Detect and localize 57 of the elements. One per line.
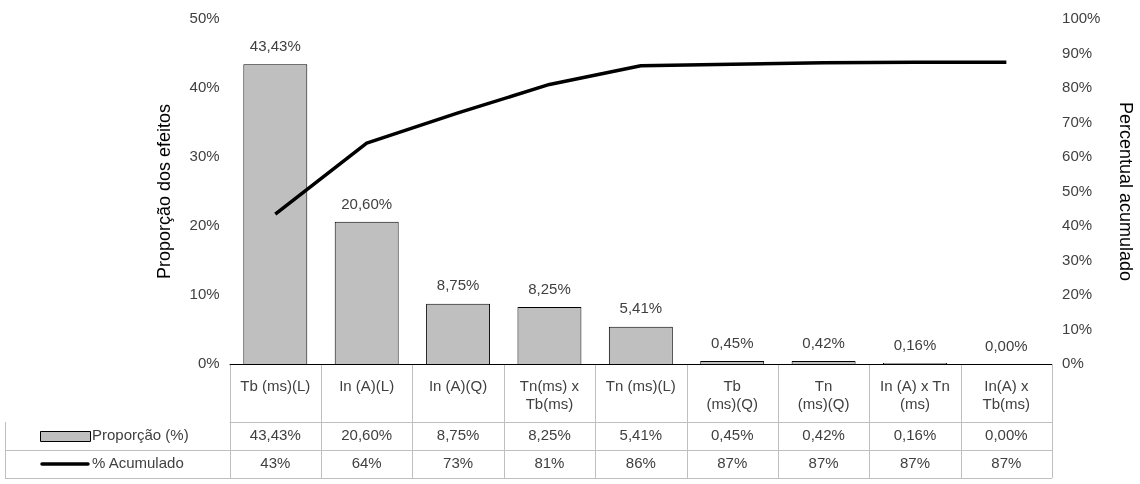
data-label: 5,41% xyxy=(619,426,663,444)
y2-tick-label: 20% xyxy=(1062,285,1093,303)
y-tick-label: 20% xyxy=(189,216,220,234)
x-tick-label: Tb (ms)(Q) xyxy=(706,377,759,413)
y2-tick-label: 40% xyxy=(1062,216,1093,234)
data-label: 0,00% xyxy=(985,426,1028,444)
y-tick-label: 40% xyxy=(189,78,220,96)
text: 0,16% xyxy=(893,335,937,353)
legend-label: Proporção (%) xyxy=(92,426,189,444)
x-tick-label: In(A) x Tb(ms) xyxy=(982,377,1031,413)
text: 43,43% xyxy=(249,36,301,54)
y2-tick-label: 30% xyxy=(1062,250,1093,268)
text: 0,00% xyxy=(985,336,1028,354)
data-label: 87% xyxy=(991,454,1022,472)
data-label: 86% xyxy=(625,454,656,472)
y2-tick-label: 50% xyxy=(1062,181,1093,199)
text: 0,42% xyxy=(802,333,845,351)
text: 5,41% xyxy=(619,299,663,317)
data-label: 0,42% xyxy=(802,426,845,444)
x-tick-label: Tn (ms)(L) xyxy=(605,377,676,395)
y-tick-label: 50% xyxy=(189,9,220,27)
data-label: 87% xyxy=(717,454,748,472)
text: 8,75% xyxy=(436,276,480,294)
data-label: 87% xyxy=(808,454,839,472)
data-label: 20,60% xyxy=(341,426,393,444)
data-label: 81% xyxy=(534,454,565,472)
y2-tick-label: 0% xyxy=(1062,354,1084,372)
text: 20,60% xyxy=(341,194,393,212)
x-tick-label: Tb (ms)(L) xyxy=(240,377,311,395)
x-tick-label: Tn(ms) x Tb(ms) xyxy=(519,377,580,413)
y2-tick-label: 80% xyxy=(1062,78,1093,96)
data-label: 8,25% xyxy=(528,426,571,444)
data-label: 43,43% xyxy=(249,426,301,444)
data-label: 0,45% xyxy=(710,426,754,444)
data-label: 73% xyxy=(443,454,474,472)
y2-axis-title: Percentual acumulado xyxy=(1116,101,1137,282)
y2-tick-label: 10% xyxy=(1062,319,1093,337)
x-tick-label: In (A)(Q) xyxy=(428,377,488,395)
data-label: 43% xyxy=(260,454,291,472)
data-label: 8,75% xyxy=(436,426,480,444)
x-tick-label: In (A)(L) xyxy=(339,377,395,395)
text: 8,25% xyxy=(528,279,571,297)
data-label: 0,16% xyxy=(893,426,937,444)
data-label: 87% xyxy=(899,454,930,472)
text: 0,45% xyxy=(710,333,754,351)
y2-tick-label: 60% xyxy=(1062,147,1093,165)
x-tick-label: In (A) x Tn (ms) xyxy=(880,377,950,413)
data-label: 64% xyxy=(351,454,382,472)
y2-tick-label: 100% xyxy=(1062,9,1101,27)
x-tick-label: Tn (ms)(Q) xyxy=(797,377,850,413)
legend-label: % Acumulado xyxy=(92,454,184,472)
y-axis-title: Proporção dos efeitos xyxy=(153,103,174,280)
y2-tick-label: 90% xyxy=(1062,43,1093,61)
y-tick-label: 10% xyxy=(189,285,220,303)
y-tick-label: 0% xyxy=(197,354,220,372)
y-tick-label: 30% xyxy=(189,147,220,165)
y2-tick-label: 70% xyxy=(1062,112,1093,130)
